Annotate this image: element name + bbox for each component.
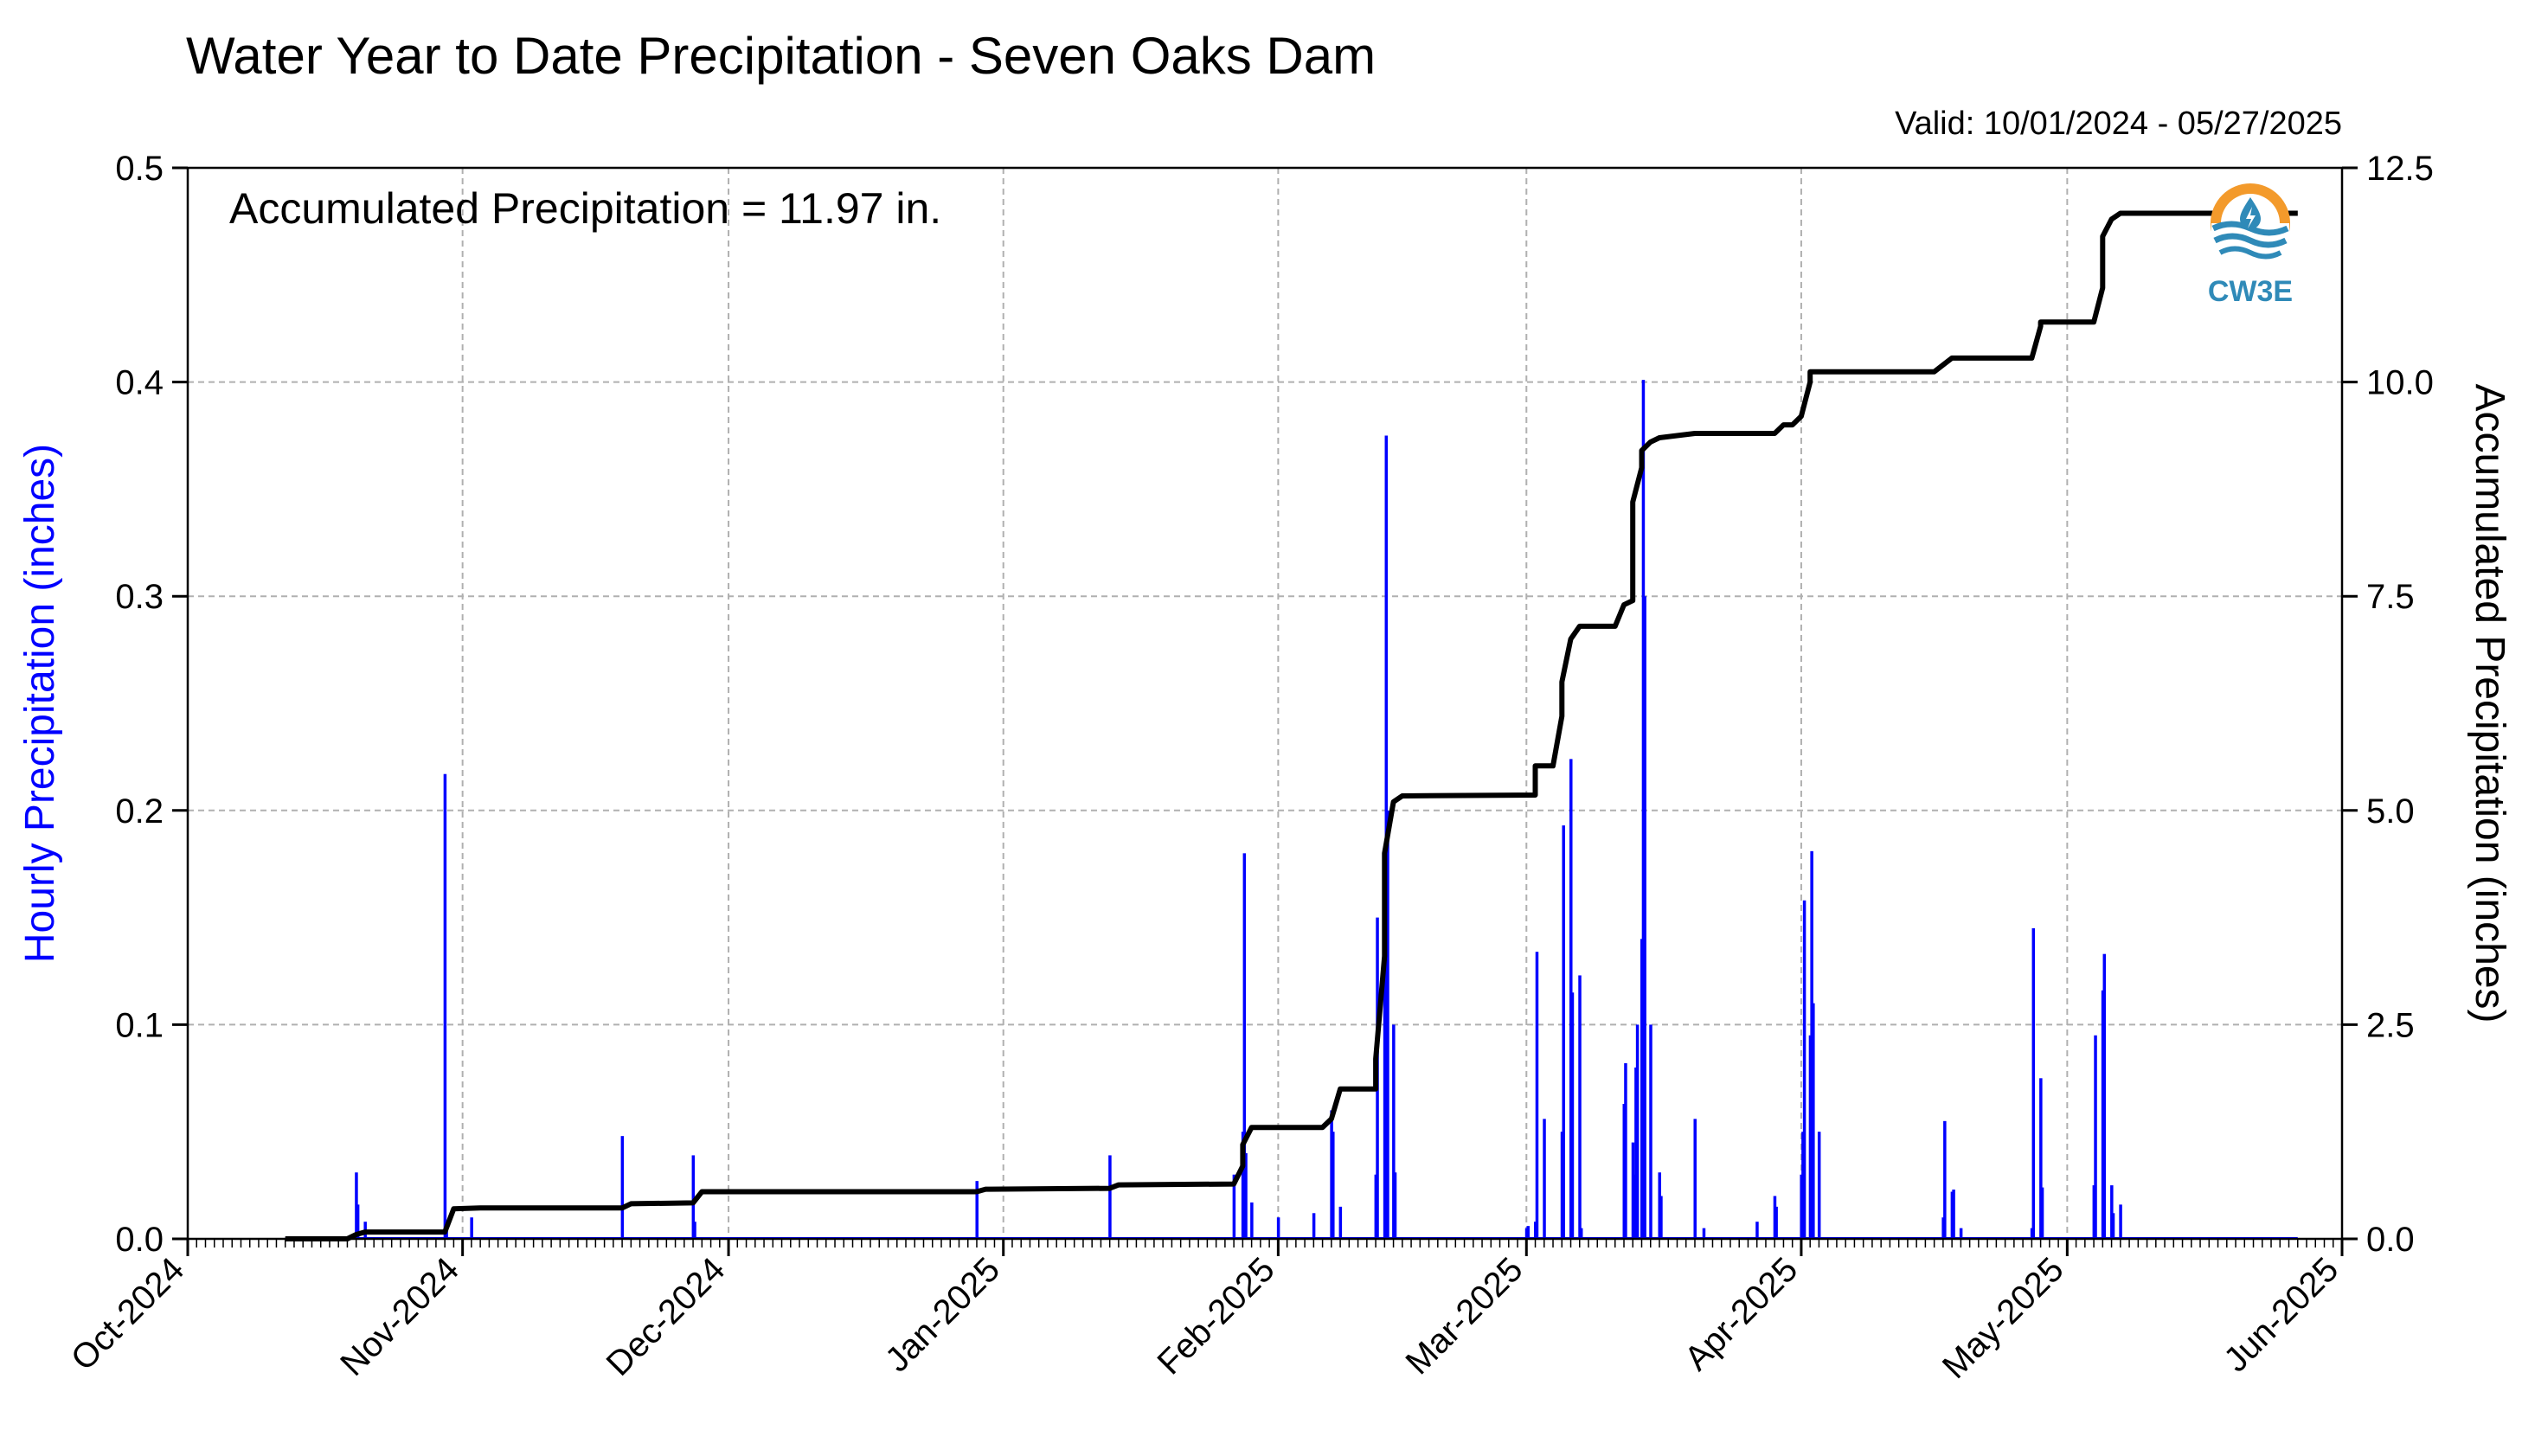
hourly-precip-bar: [1276, 1217, 1280, 1239]
y-right-tick-label: 0.0: [2366, 1221, 2415, 1259]
y-left-tick-label: 0.5: [115, 150, 164, 188]
y-right-tick-label: 7.5: [2366, 578, 2415, 616]
y-left-tick-label: 0.2: [115, 792, 164, 831]
hourly-precip-bar: [1812, 1003, 1815, 1239]
hourly-precip-bar: [691, 1155, 696, 1239]
hourly-precip-bar: [1817, 1132, 1821, 1239]
hourly-precip-bar: [1232, 1174, 1236, 1239]
hourly-precip-bar: [1338, 1206, 1343, 1239]
hourly-precip-bar: [1312, 1213, 1316, 1239]
x-tick-label: Mar-2025: [1398, 1250, 1530, 1382]
cw3e-logo-icon: [2211, 183, 2290, 266]
hourly-precip-bar: [1579, 1228, 1583, 1239]
hourly-precip-bar: [2094, 1035, 2097, 1239]
hourly-precip-bar: [1959, 1228, 1963, 1239]
x-tick-label: Jun-2025: [2217, 1250, 2346, 1379]
hourly-precip-bar: [1526, 1226, 1530, 1239]
hourly-precip-bar: [1562, 825, 1565, 1239]
hourly-precip-bar: [1386, 810, 1389, 1239]
hourly-precip-bar: [1543, 1119, 1546, 1239]
hourly-precip-bar: [1108, 1155, 1112, 1239]
hourly-precip-bar: [356, 1204, 360, 1239]
cw3e-logo: CW3E: [2203, 178, 2298, 317]
y-left-tick-label: 0.0: [115, 1221, 164, 1259]
hourly-precip-bar: [1693, 1119, 1697, 1239]
valid-date-range: Valid: 10/01/2024 - 05/27/2025: [1895, 106, 2342, 142]
hourly-precip-bar: [1943, 1120, 1947, 1239]
hourly-precip-bar: [1635, 1024, 1640, 1239]
y-right-tick-label: 12.5: [2366, 150, 2434, 188]
x-tick-label: Nov-2024: [333, 1250, 466, 1383]
hourly-precip-bar: [1244, 1152, 1248, 1239]
y-left-tick-label: 0.4: [115, 364, 164, 402]
hourly-precip-bar: [1649, 1024, 1652, 1239]
hourly-precip-bar: [620, 1136, 625, 1239]
hourly-precip-bar: [1643, 596, 1646, 1239]
hourly-precip-bar: [1774, 1206, 1778, 1239]
hourly-precip-bar: [1702, 1228, 1706, 1239]
hourly-precip-bar: [1570, 992, 1575, 1239]
y-left-tick-label: 0.3: [115, 578, 164, 616]
hourly-precip-bar: [443, 773, 447, 1239]
hourly-precip-bar: [2102, 953, 2107, 1239]
x-tick-label: Oct-2024: [64, 1250, 191, 1377]
hourly-precip-bar: [693, 1222, 696, 1239]
grid-lines: [188, 168, 2342, 1239]
hourly-precip-bar: [975, 1181, 979, 1239]
accumulated-precipitation-line: [285, 210, 2298, 1241]
x-tick-label: Jan-2025: [878, 1250, 1007, 1379]
x-tick-label: Dec-2024: [600, 1250, 733, 1383]
hourly-precip-bar: [2110, 1185, 2114, 1239]
left-axis-label: Hourly Precipitation (inches): [17, 444, 63, 963]
hourly-precip-bar: [1392, 1024, 1396, 1239]
x-tick-label: Feb-2025: [1151, 1250, 1282, 1382]
y-right-tick-label: 10.0: [2366, 364, 2434, 402]
hourly-precip-bar: [470, 1217, 473, 1239]
hourly-precip-bar: [2039, 1078, 2043, 1239]
logo-text: CW3E: [2207, 275, 2294, 308]
x-tick-label: Apr-2025: [1678, 1250, 1805, 1377]
hourly-precipitation-bars: [285, 380, 2298, 1239]
axes: Oct-2024 Nov-2024 Dec-2024 Jan-2025 Feb-2025…: [64, 150, 2434, 1386]
hourly-precip-bar: [1332, 1132, 1335, 1239]
hourly-precip-bar: [1535, 952, 1539, 1239]
hourly-precip-bar: [1242, 853, 1247, 1239]
hourly-precip-bar: [1952, 1190, 1955, 1239]
hourly-precip-bar: [2040, 1187, 2044, 1239]
accumulated-precipitation-line-group: [285, 210, 2298, 1241]
hourly-precip-bar: [1393, 1172, 1397, 1239]
hourly-precip-bar: [2119, 1204, 2122, 1239]
accumulated-total-annotation: Accumulated Precipitation = 11.97 in.: [229, 184, 942, 233]
hourly-precip-bar: [2031, 927, 2036, 1239]
hourly-precip-bar: [1802, 900, 1806, 1239]
y-right-tick-label: 5.0: [2366, 792, 2415, 831]
hourly-precip-bar: [1755, 1222, 1759, 1239]
chart-title: Water Year to Date Precipitation - Seven…: [186, 27, 1377, 85]
hourly-precip-bar: [2111, 1213, 2115, 1239]
right-axis-label: Accumulated Precipitation (inches): [2467, 383, 2512, 1023]
hourly-precip-bar: [1578, 975, 1582, 1239]
hourly-precip-bar: [1659, 1196, 1663, 1239]
y-right-tick-label: 2.5: [2366, 1006, 2415, 1044]
hourly-precip-bar: [1250, 1202, 1254, 1239]
x-tick-label: May-2025: [1935, 1250, 2071, 1386]
plot-frame: [186, 166, 2344, 1241]
y-left-tick-label: 0.1: [115, 1006, 164, 1044]
hourly-precip-bar: [1624, 1062, 1627, 1239]
